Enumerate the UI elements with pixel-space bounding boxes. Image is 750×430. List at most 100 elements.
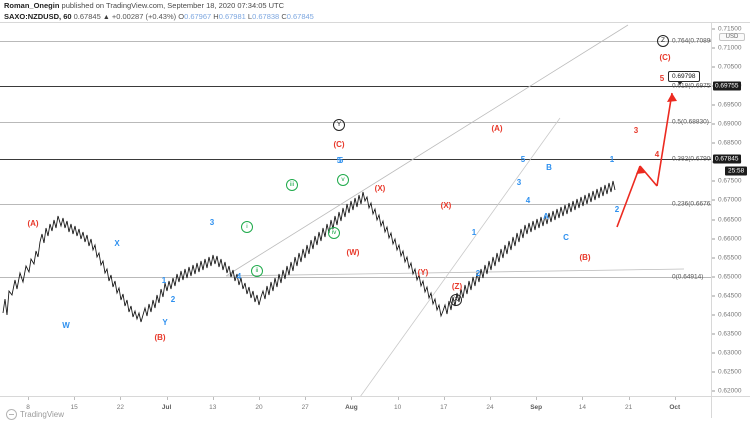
projection-leg-4-5 xyxy=(656,92,673,187)
fib-label-0764: 0.764(0.70896) xyxy=(672,37,712,45)
symbol-ticker[interactable]: SAXO:NZDUSD xyxy=(4,12,60,21)
wave-label-c: C xyxy=(563,233,569,242)
close-value: 0.67845 xyxy=(286,12,314,21)
change-percent: (+0.43%) xyxy=(145,12,177,21)
fib-label-0382: 0.382(0.67906) xyxy=(672,155,712,163)
time-tick-mark xyxy=(582,397,584,400)
price-tick-label: 0.62500 xyxy=(718,368,742,376)
time-tick-mark xyxy=(305,397,307,400)
price-tick-mark xyxy=(712,142,715,144)
wave-label-a: A xyxy=(543,212,549,221)
time-tick-label: 13 xyxy=(209,404,217,411)
wave-label-3: 3 xyxy=(209,218,215,227)
projection-leg-3-4 xyxy=(639,165,658,187)
wave-label-b: (B) xyxy=(154,333,166,342)
time-axis[interactable]: 8 15 22 Jul 13 20 27 Aug 10 17 24 Sep 14 21 Oct xyxy=(0,396,712,418)
time-tick-label: 14 xyxy=(578,404,587,411)
price-tick-mark xyxy=(712,276,715,278)
wave-label-1: 1 xyxy=(161,276,167,285)
price-tick-label: 0.69000 xyxy=(718,120,742,128)
target-price-callout: 0.69798 xyxy=(668,71,700,85)
wave-label-c: (C) xyxy=(333,140,345,149)
price-tick-mark xyxy=(712,295,715,297)
time-tick-mark xyxy=(351,397,353,400)
wave-label-3: 3 xyxy=(516,178,522,187)
wave-label-ii: ii xyxy=(251,265,263,277)
time-tick-mark xyxy=(397,397,399,400)
fib-line-0764 xyxy=(0,41,711,42)
wave-label-x: (X) xyxy=(440,201,452,210)
author-name[interactable]: Roman_Onegin xyxy=(4,1,60,10)
price-tick-mark xyxy=(712,47,715,49)
price-tick-mark xyxy=(712,333,715,335)
tradingview-logo[interactable]: TradingView xyxy=(6,409,64,420)
axis-corner xyxy=(712,396,750,418)
direction-arrow-icon: ▲ xyxy=(102,14,110,21)
fib-line-0618 xyxy=(0,86,711,87)
time-tick-label: Aug xyxy=(345,404,358,411)
wave-label-5: 5 xyxy=(520,155,526,164)
price-tick-label: 0.65000 xyxy=(718,273,742,281)
wave-label-5: 5 xyxy=(659,74,665,83)
projection-arrow-5 xyxy=(667,93,677,102)
time-tick-mark xyxy=(443,397,445,400)
time-tick-label: Sep xyxy=(530,404,543,411)
wave-label-a: (A) xyxy=(27,219,39,228)
price-tick-label: 0.63000 xyxy=(718,349,742,357)
wave-label-5: 5 xyxy=(338,156,344,165)
last-price: 0.67845 xyxy=(73,12,101,21)
price-tick-label: 0.68500 xyxy=(718,139,742,147)
wave-label-2: 2 xyxy=(475,269,481,278)
price-tick-label: 0.65500 xyxy=(718,254,742,262)
time-tick-label: 22 xyxy=(116,404,125,411)
time-tick-mark xyxy=(28,397,29,400)
price-tick-label: 0.70500 xyxy=(718,63,742,71)
time-tick-mark xyxy=(536,397,538,400)
price-tick-label: 0.62000 xyxy=(718,387,742,395)
close-key: C xyxy=(281,12,287,21)
price-tick-label: 0.63500 xyxy=(718,330,742,338)
tradingview-logo-icon xyxy=(6,409,17,420)
time-tick-label: 8 xyxy=(26,404,30,411)
price-tick-mark xyxy=(712,219,715,221)
wave-label-3: 3 xyxy=(633,126,639,135)
wave-label-4: 4 xyxy=(525,196,531,205)
wave-label-w: (W) xyxy=(346,248,360,257)
price-series-svg xyxy=(2,24,685,396)
trend-line-diagonal xyxy=(360,117,561,396)
wave-label-x: (X) xyxy=(374,184,386,193)
time-tick-mark xyxy=(628,397,630,400)
fib-label-0: 0(0.64914) xyxy=(672,273,704,281)
wave-label-y: Y xyxy=(333,119,345,131)
time-tick-label: 17 xyxy=(440,404,448,411)
channel-line-upper xyxy=(225,24,629,277)
wave-label-2: 2 xyxy=(170,295,176,304)
time-tick-label: 15 xyxy=(70,404,78,411)
time-tick-label: Jul xyxy=(161,404,172,411)
price-tick-label: 0.67000 xyxy=(718,196,742,204)
wave-label-1: 1 xyxy=(609,155,615,164)
price-tick-label: 0.66500 xyxy=(718,216,742,224)
channel-line-lower xyxy=(225,268,685,277)
wave-label-y: Y xyxy=(162,318,168,327)
tradingview-logo-text: TradingView xyxy=(20,410,65,419)
time-tick-mark xyxy=(212,397,214,400)
price-tick-mark xyxy=(712,390,715,392)
price-tick-label: 0.64500 xyxy=(718,292,742,300)
wave-label-2: 2 xyxy=(614,205,620,214)
header-publish-line: Roman_Onegin published on TradingView.co… xyxy=(4,1,704,11)
price-axis[interactable]: 0.715000.710000.705000.700000.695000.690… xyxy=(712,22,750,396)
plot-area[interactable]: 0.764(0.70896) 0.618(0.69755) 0.5(0.6883… xyxy=(0,22,712,396)
time-tick-mark xyxy=(490,397,491,400)
wave-label-iv: iv xyxy=(328,227,340,239)
price-tick-label: 0.69500 xyxy=(718,101,742,109)
open-value: 0.67967 xyxy=(184,12,212,21)
wave-label-1: 1 xyxy=(471,228,477,237)
currency-badge: USD xyxy=(719,33,745,41)
time-tick-label: 10 xyxy=(393,404,402,411)
price-tick-label: 0.71500 xyxy=(718,25,742,33)
price-tick-mark xyxy=(712,180,715,182)
time-tick-mark xyxy=(74,397,76,400)
wave-label-z: (Z) xyxy=(451,282,463,291)
interval-label[interactable]: 60 xyxy=(63,12,72,21)
